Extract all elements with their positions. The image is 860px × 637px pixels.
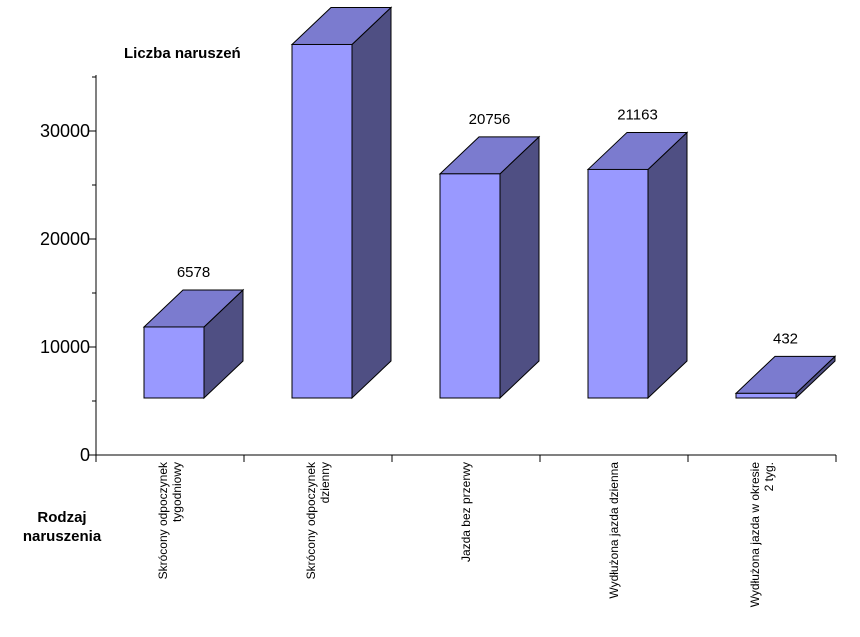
data-label: 21163 xyxy=(617,106,658,123)
x-tick-label: 2 tyg. xyxy=(762,462,776,491)
bar xyxy=(290,6,393,400)
x-tick-label: dzienny xyxy=(318,462,332,503)
bar xyxy=(142,288,245,400)
bar-front xyxy=(143,326,205,399)
y-tick-label: 0 xyxy=(80,445,90,465)
y-axis-title: Liczba naruszeń xyxy=(124,45,241,62)
bar xyxy=(586,131,689,400)
x-axis-title-line: naruszenia xyxy=(23,528,102,545)
y-tick-label: 20000 xyxy=(40,229,90,249)
data-label: 6578 xyxy=(177,264,210,281)
axes: 0 10000 20000 30000 xyxy=(40,75,837,465)
bar xyxy=(438,135,541,400)
x-tick-label: Wydłużona jazda dzienna xyxy=(607,462,621,599)
bar-front xyxy=(439,173,501,399)
y-tick-label: 30000 xyxy=(40,121,90,141)
x-tick-label: Skrócony odpoczynek xyxy=(304,461,318,579)
x-tick-label: Wydłużona jazda w okresie xyxy=(748,462,762,608)
data-label: 20756 xyxy=(469,111,511,128)
x-tick-label: Skrócony odpoczynek xyxy=(156,461,170,579)
x-axis-title: Rodzaj naruszenia xyxy=(23,509,102,545)
bars xyxy=(142,6,837,400)
data-label: 432 xyxy=(773,330,798,347)
bar xyxy=(734,355,837,400)
y-tick-label: 10000 xyxy=(40,337,90,357)
bar-front xyxy=(587,168,649,399)
x-tick-label: tygodniowy xyxy=(170,462,184,522)
bar-side xyxy=(647,131,688,400)
x-axis-title-line: Rodzaj xyxy=(37,509,86,526)
bar-front xyxy=(291,43,353,399)
bar-front xyxy=(735,392,797,399)
bar-side xyxy=(499,135,540,400)
x-tick-label: Jazda bez przerwy xyxy=(459,462,473,562)
bar-side xyxy=(351,6,392,400)
labels: 6578327342075621163432Skrócony odpoczyne… xyxy=(156,106,798,608)
